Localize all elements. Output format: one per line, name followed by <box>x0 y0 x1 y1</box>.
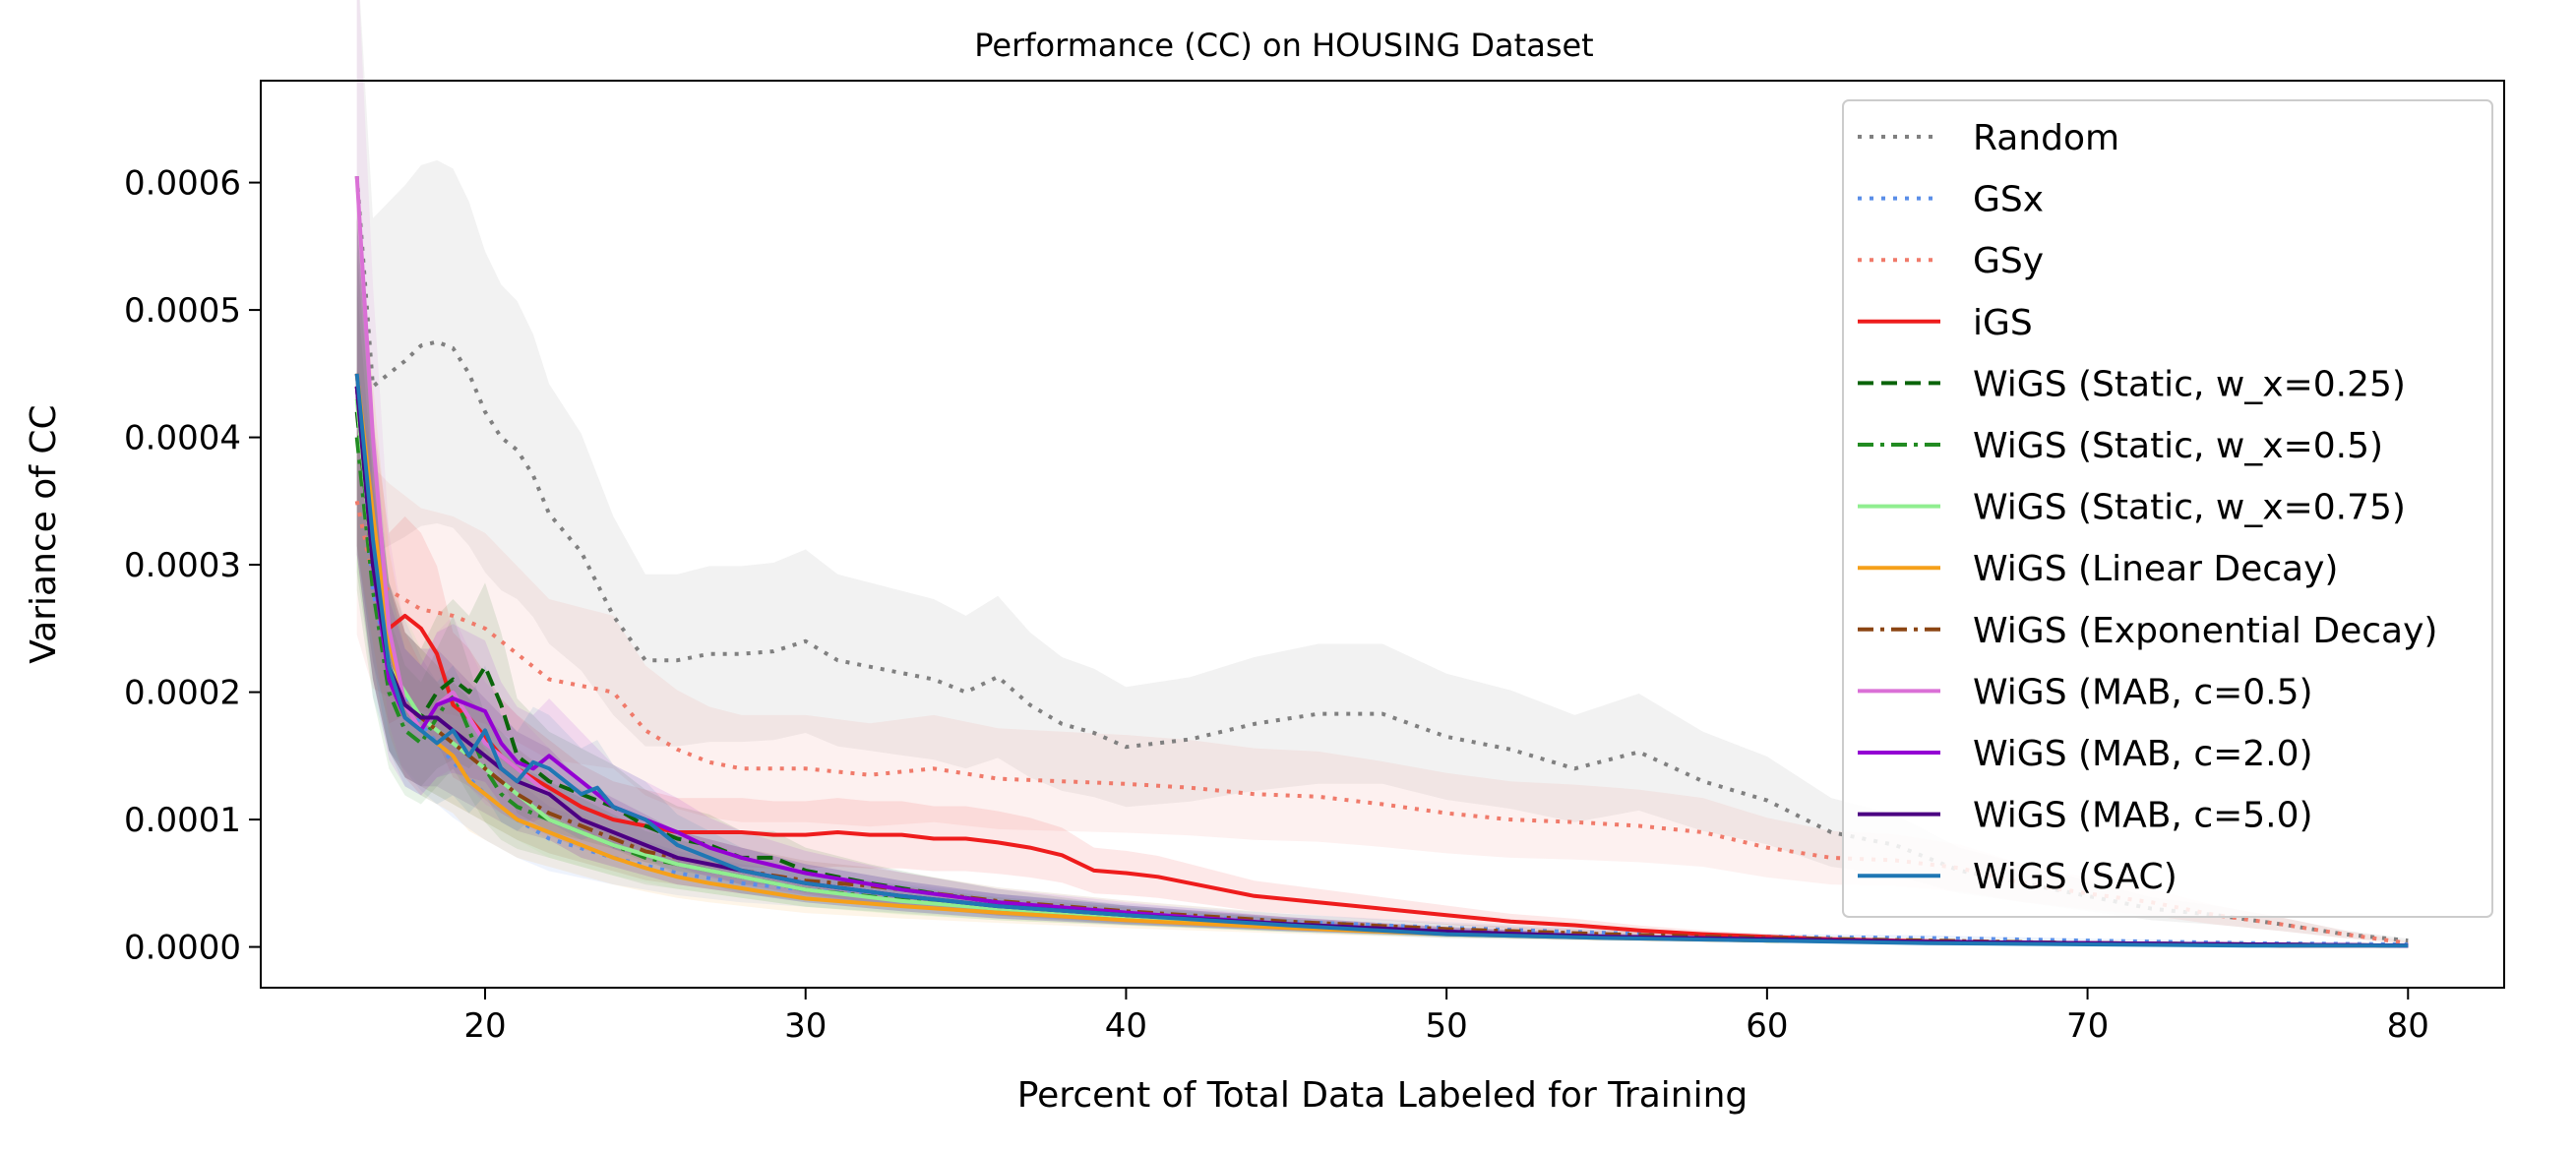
plot-frame <box>260 80 2505 989</box>
x-tick-label: 60 <box>1746 1006 1788 1046</box>
legend-entry: Random <box>1973 118 2119 158</box>
y-tick-label: 0.0003 <box>124 546 241 585</box>
legend-entry: GSy <box>1973 241 2044 281</box>
series-line-4 <box>354 411 2409 948</box>
x-tick-label: 20 <box>463 1006 506 1046</box>
y-tick-label: 0.0005 <box>124 291 241 331</box>
legend-entry: WiGS (Linear Decay) <box>1973 549 2338 589</box>
series-band-2 <box>356 367 2409 945</box>
legend-entry: WiGS (SAC) <box>1973 857 2177 897</box>
legend-entry: WiGS (MAB, c=2.0) <box>1973 734 2313 774</box>
x-tick-label: 40 <box>1105 1006 1147 1046</box>
legend-entry: WiGS (MAB, c=5.0) <box>1973 796 2313 836</box>
legend: Random GSx GSy iGS WiGS (Static, w_x=0.25) Wi… <box>1842 99 2493 918</box>
legend-entry: WiGS (Static, w_x=0.75) <box>1973 488 2406 528</box>
legend-entry: WiGS (MAB, c=0.5) <box>1973 672 2313 712</box>
series-line-12 <box>354 373 2409 948</box>
x-tick-label: 70 <box>2066 1006 2109 1046</box>
y-tick-label: 0.0004 <box>124 419 241 458</box>
legend-entry: iGS <box>1973 303 2033 343</box>
y-axis-label: Variance of CC <box>24 404 64 663</box>
y-tick-label: 0.0001 <box>124 801 241 840</box>
x-tick-label: 80 <box>2387 1006 2429 1046</box>
legend-entry: GSx <box>1973 180 2044 220</box>
y-axis: 0.0000 0.0001 0.0002 0.0003 0.0004 0.0005 0.00… <box>124 164 261 968</box>
legend-entry: WiGS (Static, w_x=0.5) <box>1973 426 2383 466</box>
x-axis: 20 30 40 50 60 70 80 <box>463 988 2429 1046</box>
chart-title: Performance (CC) on HOUSING Dataset <box>974 27 1593 64</box>
series-band-0 <box>356 0 2409 942</box>
y-tick-label: 0.0000 <box>124 929 241 968</box>
legend-entry: WiGS (Exponential Decay) <box>1973 611 2437 651</box>
series-band-1 <box>356 202 2409 946</box>
legend-entry: WiGS (Static, w_x=0.25) <box>1973 364 2406 404</box>
y-tick-label: 0.0006 <box>124 164 241 204</box>
uncertainty-bands <box>356 0 2409 947</box>
x-tick-label: 50 <box>1426 1006 1468 1046</box>
legend-box <box>1842 99 2493 918</box>
x-tick-label: 30 <box>784 1006 827 1046</box>
y-tick-label: 0.0002 <box>124 674 241 713</box>
x-axis-label: Percent of Total Data Labeled for Traini… <box>1017 1075 1748 1116</box>
